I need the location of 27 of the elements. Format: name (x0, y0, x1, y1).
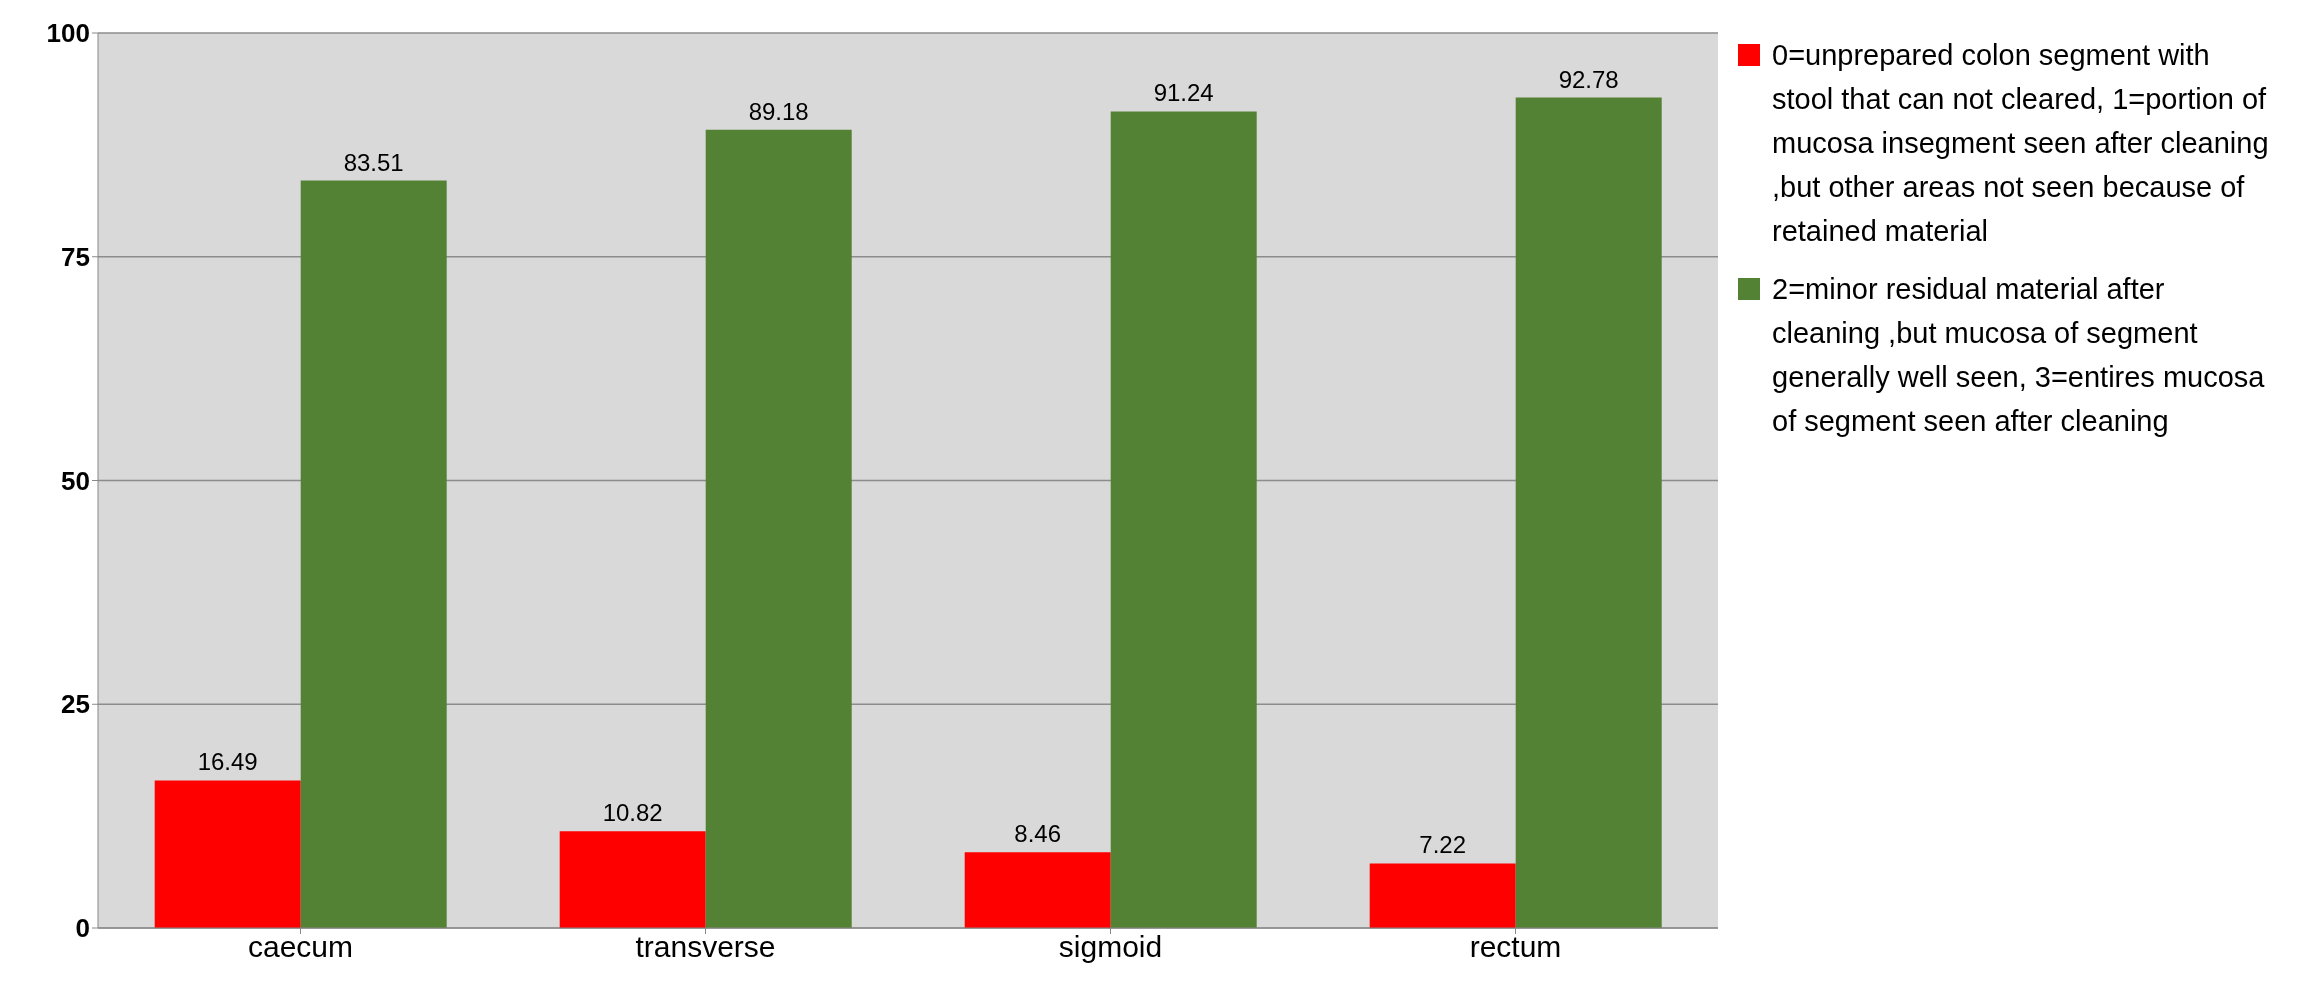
bar (964, 852, 1111, 928)
y-tick-label: 25 (61, 689, 90, 720)
data-label: 91.24 (1153, 79, 1214, 107)
x-tick-label: rectum (1469, 930, 1562, 964)
data-label: 92.78 (1558, 65, 1619, 93)
x-tick-label: sigmoid (1058, 930, 1163, 964)
bar (1515, 97, 1662, 928)
legend-label: 2=minor residual material after cleaning ,but mucosa of segment generally well seen, 3=entires mucosa of segment seen after cleaning (1772, 272, 2266, 439)
y-tick-label: 50 (61, 465, 90, 496)
y-tick-label: 75 (61, 241, 90, 272)
x-tick-label: transverse (635, 930, 776, 964)
bar (300, 180, 447, 928)
data-label: 83.51 (343, 148, 404, 176)
data-label: 8.46 (1014, 820, 1062, 848)
data-label: 16.49 (197, 748, 258, 776)
bar (154, 780, 301, 928)
data-label: 10.82 (602, 799, 663, 827)
bar (705, 129, 852, 928)
x-tick-label: caecum (247, 930, 354, 964)
bar (559, 831, 706, 928)
y-tick-label: 100 (46, 18, 90, 49)
data-label: 89.18 (748, 97, 809, 125)
legend-label: 0=unprepared colon segment with stool that can not cleared, 1=portion of mucosa insegment seen after cleaning ,but other areas not seen because of retained material (1772, 38, 2270, 249)
data-label: 7.22 (1419, 831, 1467, 859)
y-tick-label: 0 (75, 913, 90, 944)
bar (1110, 111, 1257, 928)
bar (1369, 863, 1516, 928)
